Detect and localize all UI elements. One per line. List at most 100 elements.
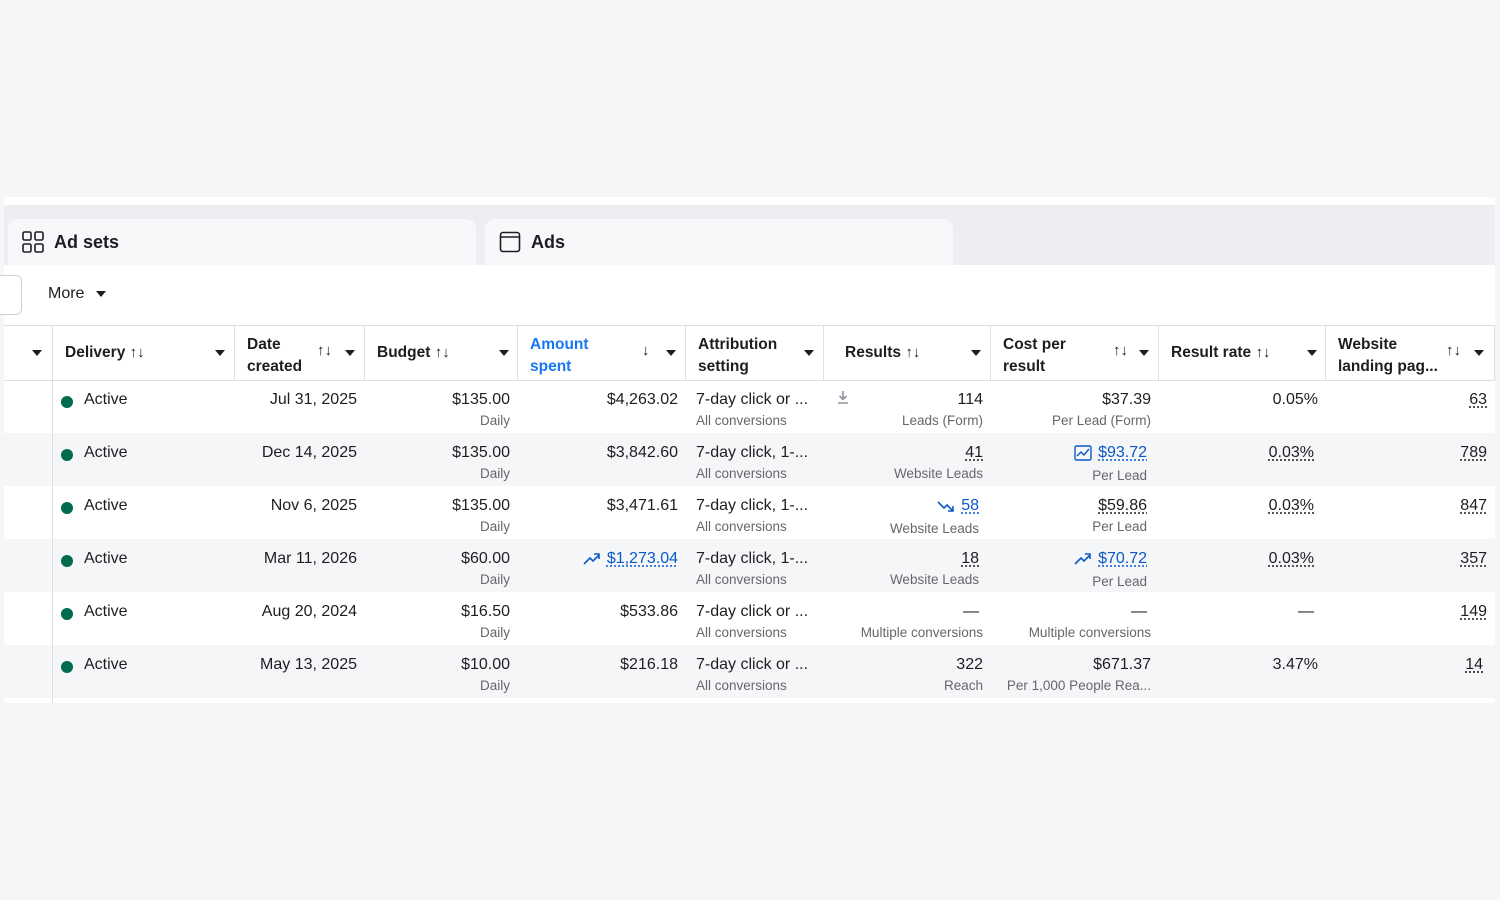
cost-cell[interactable]: $93.72 Per Lead (991, 433, 1159, 486)
budget-type: Daily (479, 678, 510, 693)
trend-up-icon (1074, 552, 1091, 565)
landing-views-value[interactable]: 14 (1465, 656, 1483, 673)
budget-cell[interactable]: $60.00 Daily (365, 539, 518, 592)
budget-cell[interactable]: $135.00 Daily (365, 433, 518, 486)
budget-cell[interactable]: $16.50 Daily (365, 592, 518, 645)
results-value[interactable]: 18 (961, 550, 979, 567)
table-row[interactable]: Active Nov 6, 2025 $135.00 Daily $3,471.6… (4, 486, 1495, 539)
header-cost-per-result[interactable]: Cost per result ↑↓ (991, 326, 1159, 380)
more-button[interactable]: More (48, 285, 107, 303)
ad-window-icon (499, 231, 521, 253)
header-name-column[interactable] (4, 326, 53, 380)
rate-cell[interactable]: 0.03% (1159, 539, 1326, 592)
budget-cell[interactable]: $135.00 Daily (365, 486, 518, 539)
caret-down-icon[interactable] (345, 350, 355, 356)
header-result-rate[interactable]: Result rate ↑↓ (1159, 326, 1326, 380)
results-cell[interactable]: 18 Website Leads (824, 539, 991, 592)
landing-views-value[interactable]: 847 (1460, 497, 1487, 514)
active-status-dot (61, 449, 73, 461)
table-row[interactable]: Active May 13, 2025 $10.00 Daily $216.18 … (4, 645, 1495, 698)
cost-cell[interactable]: $59.86 Per Lead (991, 486, 1159, 539)
header-budget[interactable]: Budget ↑↓ (365, 326, 518, 380)
trend-up-icon (583, 552, 600, 565)
landing-views-value[interactable]: 63 (1469, 391, 1487, 408)
rate-cell[interactable]: 0.03% (1159, 486, 1326, 539)
sort-icon[interactable]: ↑↓ (1113, 342, 1128, 359)
search-field-edge[interactable] (0, 275, 22, 315)
result-rate-value[interactable]: 0.03% (1268, 444, 1314, 461)
caret-down-icon[interactable] (1307, 350, 1317, 356)
result-rate-value: — (1298, 603, 1314, 620)
cost-per-result-value[interactable]: $93.72 (1098, 444, 1147, 461)
landing-cell[interactable]: 847 (1326, 486, 1495, 539)
delivery-status: Active (84, 444, 128, 461)
tab-ad-sets[interactable]: Ad sets (8, 219, 476, 265)
cost-per-result-type: Per Lead (1092, 468, 1147, 483)
caret-down-icon[interactable] (1474, 350, 1484, 356)
attribution-cell: 7-day click or ... All conversions (686, 645, 824, 698)
cost-per-result-type: Multiple conversions (1028, 625, 1151, 640)
header-attribution[interactable]: Attribution setting (686, 326, 824, 380)
sort-icon[interactable]: ↑↓ (434, 344, 450, 361)
amount-spent-value: $533.86 (620, 603, 678, 620)
caret-down-icon[interactable] (971, 350, 981, 356)
amount-spent-value[interactable]: $1,273.04 (606, 550, 678, 567)
table-row[interactable]: Active Aug 20, 2024 $16.50 Daily $533.86 … (4, 592, 1495, 645)
landing-cell[interactable]: 14 (1326, 645, 1495, 698)
landing-cell[interactable]: 357 (1326, 539, 1495, 592)
table-header: Delivery ↑↓ Date created ↑↓ Budget ↑↓ Amo… (4, 325, 1495, 381)
results-value[interactable]: 41 (965, 444, 983, 461)
header-delivery[interactable]: Delivery ↑↓ (53, 326, 235, 380)
results-cell[interactable]: 58 Website Leads (824, 486, 991, 539)
result-rate-value[interactable]: 0.03% (1268, 497, 1314, 514)
toolbar: More (0, 265, 1495, 325)
delivery-status: Active (84, 497, 128, 514)
landing-cell[interactable]: 149 (1326, 592, 1495, 645)
cost-cell[interactable]: $70.72 Per Lead (991, 539, 1159, 592)
table-row[interactable]: Active Dec 14, 2025 $135.00 Daily $3,842.… (4, 433, 1495, 486)
budget-cell[interactable]: $10.00 Daily (365, 645, 518, 698)
caret-down-icon[interactable] (1139, 350, 1149, 356)
date-created-value: Aug 20, 2024 (261, 603, 357, 620)
header-date-created[interactable]: Date created ↑↓ (235, 326, 365, 380)
caret-down-icon[interactable] (666, 350, 676, 356)
result-rate-value: 0.05% (1272, 391, 1318, 408)
sort-desc-icon[interactable]: ↓ (642, 342, 650, 359)
attribution-sub: All conversions (696, 413, 787, 428)
budget-cell[interactable]: $135.00 Daily (365, 380, 518, 433)
header-amount-spent[interactable]: Amount spent ↓ (518, 326, 686, 380)
header-result-rate-label: Result rate (1171, 344, 1252, 361)
results-cell[interactable]: 41 Website Leads (824, 433, 991, 486)
table-row[interactable]: Active Mar 11, 2026 $60.00 Daily $1,273.0… (4, 539, 1495, 592)
landing-views-value[interactable]: 149 (1460, 603, 1487, 620)
result-rate-value[interactable]: 0.03% (1268, 550, 1314, 567)
amount-spent-value: $3,842.60 (606, 444, 678, 461)
grid-icon (22, 231, 44, 253)
sort-icon[interactable]: ↑↓ (905, 344, 921, 361)
header-results[interactable]: Results ↑↓ (824, 326, 991, 380)
landing-views-value[interactable]: 357 (1460, 550, 1487, 567)
tab-ads[interactable]: Ads (485, 219, 953, 265)
table-row[interactable]: Active Jul 31, 2025 $135.00 Daily $4,263.… (4, 380, 1495, 433)
cost-per-result-value[interactable]: $70.72 (1098, 550, 1147, 567)
landing-cell[interactable]: 789 (1326, 433, 1495, 486)
caret-down-icon[interactable] (804, 350, 814, 356)
caret-down-icon[interactable] (32, 350, 42, 356)
caret-down-icon[interactable] (499, 350, 509, 356)
header-website-landing[interactable]: Website landing pag... ↑↓ (1326, 326, 1495, 380)
header-cost-line2: result (1003, 358, 1046, 375)
header-amount-line1: Amount (530, 336, 589, 353)
sort-icon[interactable]: ↑↓ (129, 344, 145, 361)
spent-cell[interactable]: $1,273.04 (518, 539, 686, 592)
cost-per-result-type: Per Lead (1092, 519, 1147, 534)
cost-per-result-value[interactable]: $59.86 (1098, 497, 1147, 514)
sort-icon[interactable]: ↑↓ (317, 342, 332, 359)
caret-down-icon[interactable] (215, 350, 225, 356)
results-value[interactable]: 58 (961, 497, 979, 514)
sort-icon[interactable]: ↑↓ (1255, 344, 1271, 361)
cost-cell: $37.39 Per Lead (Form) (991, 380, 1159, 433)
landing-cell[interactable]: 63 (1326, 380, 1495, 433)
rate-cell[interactable]: 0.03% (1159, 433, 1326, 486)
landing-views-value[interactable]: 789 (1460, 444, 1487, 461)
sort-icon[interactable]: ↑↓ (1446, 342, 1461, 359)
